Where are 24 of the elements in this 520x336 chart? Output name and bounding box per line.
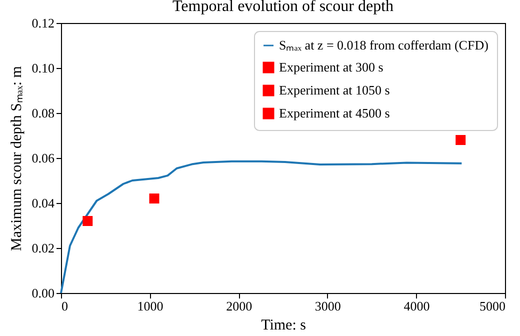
- legend-label: Experiment at 1050 s: [279, 82, 390, 98]
- x-tick-label: 4000: [404, 298, 430, 314]
- point: [82, 216, 93, 226]
- x-tick-label: 5000: [480, 298, 506, 314]
- y-tick-label: 0.10: [32, 60, 54, 76]
- legend-label: Experiment at 4500 s: [279, 106, 390, 120]
- y-tick-label: 0.12: [32, 16, 54, 30]
- legend-label: Sₘₐₓ at z = 0.018 from cofferdam (CFD): [279, 38, 488, 52]
- legend-label: Experiment at 300 s: [279, 60, 384, 74]
- y-tick-label: 0.06: [32, 150, 55, 166]
- chart-title: Temporal evolution of scour depth: [172, 0, 394, 15]
- x-axis-title: Time: s: [261, 318, 306, 334]
- x-tick-label: 1000: [137, 298, 164, 314]
- y-tick-label: 0.08: [32, 106, 54, 120]
- point: [456, 135, 466, 145]
- x-tick-label: 0: [62, 298, 68, 314]
- y-tick-label: 0.04: [32, 196, 55, 210]
- line-series: [60, 160, 463, 294]
- point: [149, 194, 160, 204]
- y-tick-label: 0.02: [32, 240, 54, 256]
- x-tick-label: 3000: [314, 298, 341, 314]
- y-axis-title: Maximum scour depth Sₘₐₓ: m: [8, 66, 25, 251]
- y-tick-label: 0.00: [32, 286, 54, 300]
- x-tick-label: 2000: [226, 298, 252, 314]
